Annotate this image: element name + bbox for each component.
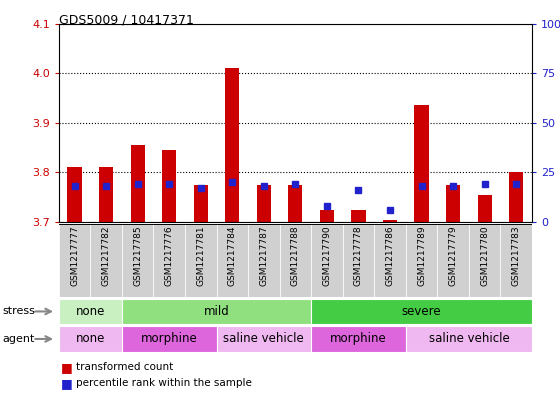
- Bar: [478, 195, 492, 222]
- Bar: [374, 224, 406, 297]
- Text: GSM1217783: GSM1217783: [512, 226, 521, 286]
- Bar: [509, 173, 524, 222]
- Text: GSM1217788: GSM1217788: [291, 226, 300, 286]
- Bar: [256, 185, 271, 222]
- Bar: [248, 224, 279, 297]
- Text: ■: ■: [60, 361, 72, 374]
- Bar: [59, 326, 122, 352]
- Text: morphine: morphine: [330, 332, 387, 345]
- Text: transformed count: transformed count: [76, 362, 173, 373]
- Bar: [122, 299, 311, 324]
- Text: percentile rank within the sample: percentile rank within the sample: [76, 378, 251, 388]
- Bar: [469, 224, 501, 297]
- Text: GSM1217789: GSM1217789: [417, 226, 426, 286]
- Text: GSM1217790: GSM1217790: [323, 226, 332, 286]
- Bar: [343, 224, 374, 297]
- Text: GSM1217785: GSM1217785: [133, 226, 142, 286]
- Bar: [437, 224, 469, 297]
- Bar: [414, 105, 429, 222]
- Bar: [99, 167, 113, 222]
- Bar: [351, 209, 366, 222]
- Text: stress: stress: [3, 307, 36, 316]
- Text: GSM1217781: GSM1217781: [196, 226, 206, 286]
- Text: GSM1217784: GSM1217784: [228, 226, 237, 286]
- Text: agent: agent: [3, 334, 35, 344]
- Bar: [406, 224, 437, 297]
- Text: GSM1217779: GSM1217779: [449, 226, 458, 286]
- Text: GSM1217777: GSM1217777: [70, 226, 79, 286]
- Text: GSM1217787: GSM1217787: [259, 226, 268, 286]
- Bar: [279, 224, 311, 297]
- Bar: [217, 326, 311, 352]
- Bar: [194, 185, 208, 222]
- Bar: [122, 326, 217, 352]
- Text: GSM1217776: GSM1217776: [165, 226, 174, 286]
- Bar: [217, 224, 248, 297]
- Text: ■: ■: [60, 376, 72, 390]
- Bar: [90, 224, 122, 297]
- Text: GSM1217786: GSM1217786: [385, 226, 395, 286]
- Text: none: none: [76, 332, 105, 345]
- Text: severe: severe: [402, 305, 441, 318]
- Bar: [59, 299, 122, 324]
- Bar: [185, 224, 217, 297]
- Bar: [311, 224, 343, 297]
- Text: none: none: [76, 305, 105, 318]
- Text: saline vehicle: saline vehicle: [223, 332, 304, 345]
- Bar: [406, 326, 532, 352]
- Bar: [67, 167, 82, 222]
- Text: GSM1217782: GSM1217782: [101, 226, 111, 286]
- Text: GDS5009 / 10417371: GDS5009 / 10417371: [59, 14, 194, 27]
- Text: GSM1217780: GSM1217780: [480, 226, 489, 286]
- Bar: [311, 326, 406, 352]
- Bar: [446, 185, 460, 222]
- Bar: [288, 185, 302, 222]
- Text: mild: mild: [204, 305, 230, 318]
- Bar: [130, 145, 145, 222]
- Text: GSM1217778: GSM1217778: [354, 226, 363, 286]
- Bar: [225, 68, 240, 222]
- Bar: [311, 299, 532, 324]
- Bar: [122, 224, 153, 297]
- Bar: [59, 224, 90, 297]
- Bar: [383, 220, 397, 222]
- Bar: [501, 224, 532, 297]
- Bar: [162, 150, 176, 222]
- Text: morphine: morphine: [141, 332, 198, 345]
- Text: saline vehicle: saline vehicle: [428, 332, 509, 345]
- Bar: [320, 209, 334, 222]
- Bar: [153, 224, 185, 297]
